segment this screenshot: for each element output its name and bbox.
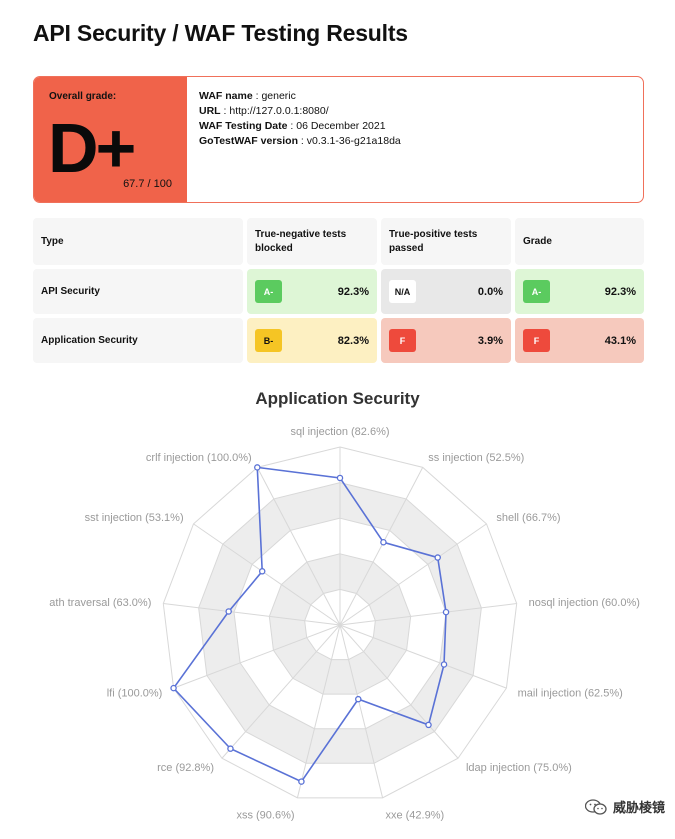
watermark: 威胁棱镜	[584, 797, 665, 816]
radar-point	[440, 661, 448, 668]
radar-point	[434, 554, 441, 561]
grade-badge: F	[389, 329, 416, 352]
true-negative-cell: A- 92.3%	[247, 269, 377, 314]
percent-value: 43.1%	[604, 334, 636, 347]
radar-axis-label: ss injection (52.5%)	[428, 452, 524, 464]
radar-point	[425, 721, 432, 729]
radar-point	[336, 474, 344, 482]
percent-value: 92.3%	[337, 285, 369, 298]
overall-score: 67.7 / 100	[123, 178, 172, 190]
radar-axis-label: crlf injection (100.0%)	[146, 452, 252, 464]
true-positive-cell: F 3.9%	[381, 318, 511, 363]
header-true-negative: True-negative tests blocked	[247, 218, 377, 265]
percent-value: 0.0%	[477, 285, 503, 298]
table-header-row: Type True-negative tests blocked True-po…	[33, 218, 644, 265]
radar-spoke	[173, 624, 341, 689]
radar-chart: sql injection (82.6%) ss injection (52.5%…	[49, 426, 640, 821]
radar-point	[254, 464, 261, 471]
radar-series-line	[172, 466, 447, 783]
radar-spoke	[256, 467, 341, 626]
overall-grade-letter: D+	[48, 109, 136, 187]
waf-name-line: WAF name : generic	[199, 90, 296, 102]
radar-axis-label: shell (66.7%)	[496, 512, 560, 524]
overall-grade-card: Overall grade: D+ 67.7 / 100 WAF name : …	[33, 76, 644, 203]
watermark-text: 威胁棱镜	[612, 800, 665, 815]
radar-axis-label: lfi (100.0%)	[107, 687, 163, 699]
row-type: Application Security	[33, 318, 243, 363]
percent-value: 3.9%	[477, 334, 503, 347]
radar-axis-label: ath traversal (63.0%)	[49, 597, 151, 609]
percent-value: 82.3%	[337, 334, 369, 347]
header-true-positive: True-positive tests passed	[381, 218, 511, 265]
radar-spoke	[339, 624, 507, 689]
grade-badge: A-	[523, 280, 550, 303]
radar-axis-label: nosql injection (60.0%)	[529, 597, 640, 609]
radar-spoke	[339, 624, 384, 798]
chart-title: Application Security	[255, 389, 420, 408]
page-title: API Security / WAF Testing Results	[33, 20, 408, 46]
radar-point	[355, 695, 362, 703]
radar-point	[258, 568, 266, 575]
results-table: Type True-negative tests blocked True-po…	[33, 218, 644, 367]
overall-grade-box: Overall grade: D+ 67.7 / 100	[34, 77, 187, 202]
radar-axis-label: rce (92.8%)	[157, 762, 214, 774]
radar-point	[298, 778, 305, 785]
testing-date-line: WAF Testing Date : 06 December 2021	[199, 120, 386, 132]
radar-point	[227, 745, 234, 752]
row-type: API Security	[33, 269, 243, 314]
version-line: GoTestWAF version : v0.3.1-36-g21a18da	[199, 135, 401, 147]
radar-axis-label: xss (90.6%)	[236, 809, 294, 821]
radar-spoke	[221, 624, 341, 759]
grade-cell: F 43.1%	[515, 318, 644, 363]
radar-spoke	[296, 624, 341, 798]
radar-spoke	[193, 523, 341, 626]
radar-spoke	[163, 603, 341, 626]
percent-value: 92.3%	[604, 285, 636, 298]
table-row: API Security A- 92.3% N/A 0.0% A- 92.3%	[33, 269, 644, 314]
grade-badge: A-	[255, 280, 282, 303]
grade-badge: N/A	[389, 280, 416, 303]
radar-axis-label: ldap injection (75.0%)	[466, 762, 572, 774]
radar-spoke	[339, 624, 459, 759]
radar-spoke	[339, 603, 517, 626]
radar-point	[442, 608, 450, 616]
true-negative-cell: B- 82.3%	[247, 318, 377, 363]
radar-labels: sql injection (82.6%) ss injection (52.5%…	[49, 426, 640, 821]
radar-point	[225, 608, 232, 615]
grade-badge: F	[523, 329, 550, 352]
radar-axis-label: sql injection (82.6%)	[290, 426, 389, 438]
radar-spoke	[339, 467, 424, 626]
table-row: Application Security B- 82.3% F 3.9% F 43.1…	[33, 318, 644, 363]
wechat-icon	[584, 798, 607, 815]
overall-grade-label: Overall grade:	[49, 91, 117, 102]
header-type: Type	[33, 218, 243, 265]
true-positive-cell: N/A 0.0%	[381, 269, 511, 314]
grade-cell: A- 92.3%	[515, 269, 644, 314]
radar-axis-label: sst injection (53.1%)	[85, 512, 184, 524]
radar-point	[380, 539, 387, 546]
radar-point	[170, 684, 177, 692]
grade-badge: B-	[255, 329, 282, 352]
radar-points	[170, 464, 450, 785]
radar-spoke	[339, 523, 487, 626]
radar-axis-label: xxe (42.9%)	[385, 809, 444, 821]
radar-axis-label: mail injection (62.5%)	[518, 687, 623, 699]
radar-spokes	[163, 447, 517, 798]
url-line: URL : http://127.0.0.1:8080/	[199, 105, 329, 117]
waf-info: WAF name : generic URL : http://127.0.0.…	[187, 77, 413, 202]
header-grade: Grade	[515, 218, 644, 265]
